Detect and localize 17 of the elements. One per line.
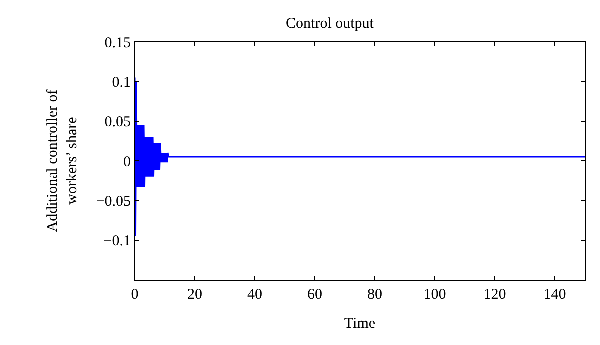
x-tick-label: 40	[248, 287, 262, 303]
x-tick-label: 20	[188, 287, 202, 303]
x-tick-label: 60	[308, 287, 322, 303]
y-tick-label: 0	[124, 154, 131, 170]
x-tick-label: 140	[544, 287, 566, 303]
y-tick-label: −0.05	[96, 194, 131, 210]
y-axis-title: Additional controller of workers’ share	[45, 90, 81, 232]
y-tick-label: 0.15	[104, 35, 131, 52]
line-series	[135, 76, 585, 238]
x-axis-title: Time	[344, 316, 376, 332]
x-tick-label: 100	[424, 287, 446, 303]
chart-title: Control output	[286, 16, 375, 32]
x-tick-label: 80	[368, 287, 382, 303]
x-tick-label: 120	[484, 287, 506, 303]
y-tick-label: 0.05	[104, 114, 131, 131]
y-tick-label: −0.1	[104, 234, 131, 250]
y-tick-label: 0.1	[112, 74, 131, 91]
